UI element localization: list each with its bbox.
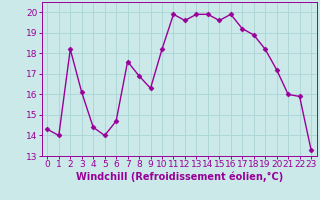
X-axis label: Windchill (Refroidissement éolien,°C): Windchill (Refroidissement éolien,°C) bbox=[76, 172, 283, 182]
